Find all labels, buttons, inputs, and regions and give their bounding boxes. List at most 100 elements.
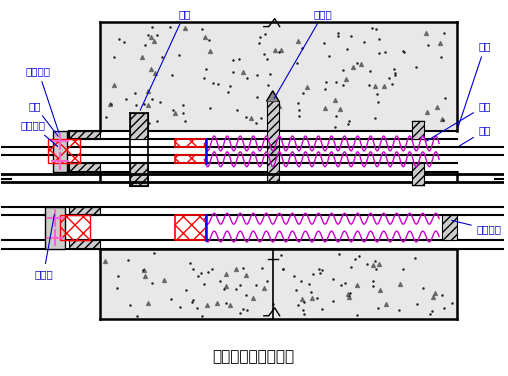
Point [388, 81, 396, 87]
Point [375, 36, 384, 42]
Point [144, 103, 152, 109]
Point [294, 38, 302, 44]
Point [219, 285, 228, 291]
Point [371, 258, 379, 264]
Point [252, 72, 261, 78]
Point [346, 264, 355, 270]
Point [269, 301, 277, 307]
Point [171, 109, 179, 115]
Point [432, 105, 440, 111]
Point [213, 300, 221, 306]
Point [321, 105, 329, 111]
Point [140, 101, 148, 107]
Point [131, 90, 139, 96]
Bar [53, 130, 67, 172]
Text: 嵌真材料: 嵌真材料 [452, 220, 502, 235]
Point [338, 67, 346, 73]
Point [426, 311, 434, 317]
Point [275, 49, 283, 55]
Point [372, 26, 380, 32]
Point [325, 53, 333, 59]
Bar [69, 130, 101, 139]
Point [303, 83, 311, 89]
Point [350, 64, 358, 70]
Bar [48, 139, 80, 163]
Point [372, 265, 380, 271]
Point [371, 83, 379, 89]
Point [193, 305, 201, 311]
Point [321, 86, 329, 92]
Point [290, 273, 298, 279]
Point [107, 101, 115, 107]
Point [366, 68, 374, 74]
Point [198, 313, 206, 319]
Point [300, 299, 308, 305]
Bar [412, 163, 424, 185]
Point [439, 30, 448, 36]
Point [169, 107, 177, 113]
Bar [267, 101, 279, 182]
Point [147, 34, 155, 40]
Point [373, 91, 381, 97]
Point [344, 291, 352, 297]
Point [141, 273, 149, 279]
Point [277, 252, 285, 258]
Point [375, 261, 384, 267]
Point [189, 297, 197, 303]
Point [345, 118, 353, 124]
Point [395, 307, 403, 313]
Text: 主管: 主管 [459, 126, 491, 146]
Point [382, 49, 390, 55]
Point [229, 68, 237, 74]
Point [343, 46, 352, 52]
Point [358, 61, 366, 67]
Point [346, 33, 355, 39]
Point [256, 34, 264, 40]
Point [332, 79, 340, 85]
Point [263, 56, 271, 62]
Point [197, 270, 205, 276]
Point [185, 260, 194, 266]
Text: 压紧法兰: 压紧法兰 [26, 66, 59, 133]
Point [412, 64, 421, 70]
Point [345, 290, 354, 296]
Point [208, 266, 216, 272]
Point [227, 302, 235, 308]
Point [130, 112, 138, 118]
Point [279, 267, 287, 273]
Point [106, 101, 114, 107]
Point [369, 262, 377, 268]
Point [339, 82, 347, 88]
Bar [69, 163, 101, 172]
Point [448, 300, 456, 306]
Point [428, 308, 436, 314]
Point [382, 301, 390, 307]
Point [277, 47, 285, 53]
Point [242, 114, 250, 120]
Point [153, 32, 162, 38]
Point [144, 88, 152, 94]
Bar [60, 215, 89, 241]
Point [261, 31, 269, 37]
Point [102, 114, 110, 120]
Point [205, 37, 213, 43]
Point [294, 60, 302, 66]
Point [148, 97, 156, 103]
Polygon shape [267, 91, 279, 101]
Point [441, 96, 450, 102]
Point [292, 287, 300, 293]
Point [204, 269, 212, 275]
Point [102, 258, 110, 264]
Point [115, 36, 123, 42]
Point [151, 70, 160, 76]
Point [373, 305, 382, 311]
Point [329, 298, 337, 304]
Point [429, 294, 437, 300]
Bar [130, 163, 148, 186]
Point [147, 66, 155, 72]
Point [342, 76, 350, 82]
Bar [101, 22, 457, 130]
Point [179, 102, 187, 108]
Point [113, 285, 121, 291]
Point [294, 302, 302, 308]
